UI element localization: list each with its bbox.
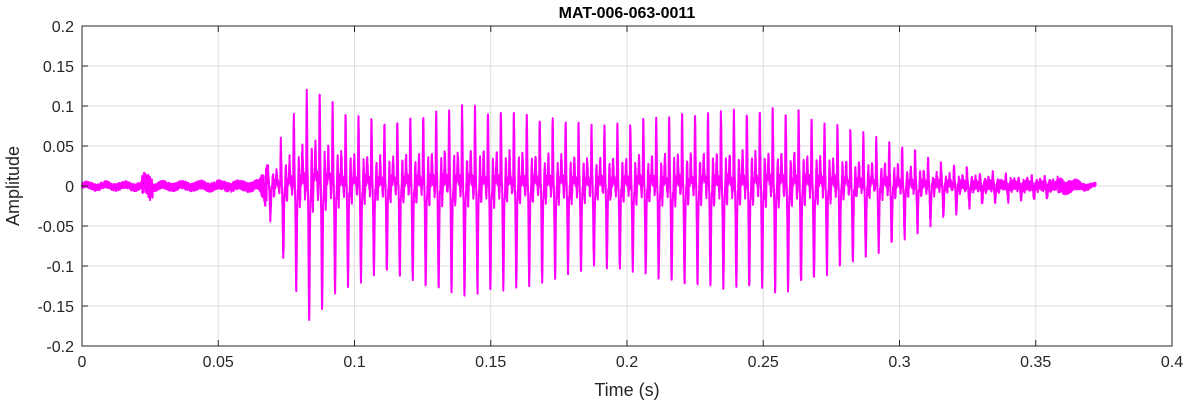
y-tick-label: 0.15 (43, 59, 74, 76)
y-tick-label: -0.05 (38, 219, 75, 236)
x-tick-label: 0.35 (1020, 354, 1051, 371)
y-tick-label: -0.15 (38, 299, 75, 316)
y-tick-label: 0.05 (43, 139, 74, 156)
x-tick-label: 0.15 (475, 354, 506, 371)
y-tick-label: 0 (65, 179, 74, 196)
x-axis: 0 0.05 0.1 0.15 0.2 0.25 0.3 0.35 0.4 (78, 26, 1183, 371)
y-axis: -0.2 -0.15 -0.1 -0.05 0 0.05 0.1 0.15 0.2 (38, 19, 1172, 356)
x-tick-label: 0.3 (888, 354, 910, 371)
series-layer (81, 88, 1097, 322)
y-axis-label: Amplitude (3, 146, 23, 226)
x-tick-label: 0.4 (1161, 354, 1183, 371)
chart-title: MAT-006-063-0011 (559, 5, 696, 22)
waveform-line (81, 88, 1097, 322)
y-tick-label: 0.2 (52, 19, 74, 36)
x-tick-label: 0.1 (343, 354, 365, 371)
y-tick-label: -0.2 (46, 339, 74, 356)
y-tick-label: -0.1 (46, 259, 74, 276)
x-axis-label: Time (s) (594, 380, 659, 400)
x-tick-label: 0.2 (616, 354, 638, 371)
x-tick-label: 0 (78, 354, 87, 371)
x-tick-label: 0.25 (748, 354, 779, 371)
x-tick-label: 0.05 (203, 354, 234, 371)
y-tick-label: 0.1 (52, 99, 74, 116)
